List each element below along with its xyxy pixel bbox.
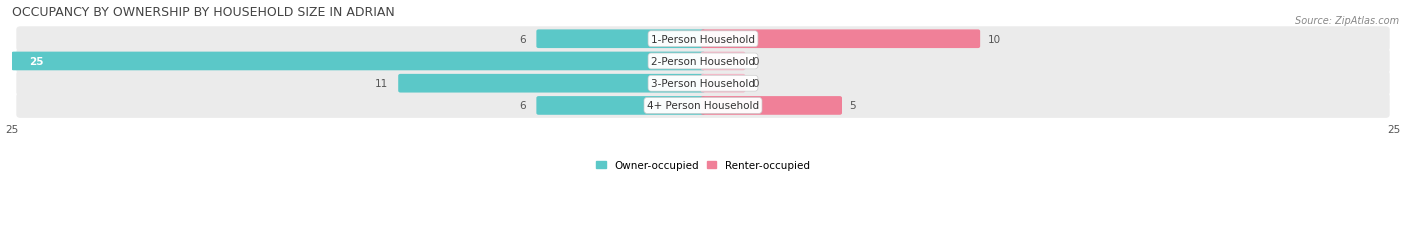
Text: 1-Person Household: 1-Person Household — [651, 35, 755, 45]
FancyBboxPatch shape — [17, 27, 1389, 52]
Text: 25: 25 — [28, 57, 44, 67]
Text: 10: 10 — [987, 35, 1001, 45]
Text: 0: 0 — [752, 79, 759, 89]
FancyBboxPatch shape — [700, 75, 745, 93]
FancyBboxPatch shape — [700, 52, 745, 71]
FancyBboxPatch shape — [17, 49, 1389, 74]
FancyBboxPatch shape — [17, 71, 1389, 96]
FancyBboxPatch shape — [536, 30, 706, 49]
Text: 0: 0 — [752, 57, 759, 67]
Text: 5: 5 — [849, 101, 856, 111]
FancyBboxPatch shape — [11, 52, 706, 71]
Text: 2-Person Household: 2-Person Household — [651, 57, 755, 67]
FancyBboxPatch shape — [700, 97, 842, 115]
Text: 6: 6 — [520, 101, 526, 111]
Text: Source: ZipAtlas.com: Source: ZipAtlas.com — [1295, 16, 1399, 26]
FancyBboxPatch shape — [700, 30, 980, 49]
Text: 11: 11 — [375, 79, 388, 89]
Legend: Owner-occupied, Renter-occupied: Owner-occupied, Renter-occupied — [592, 156, 814, 174]
FancyBboxPatch shape — [536, 97, 706, 115]
Text: OCCUPANCY BY OWNERSHIP BY HOUSEHOLD SIZE IN ADRIAN: OCCUPANCY BY OWNERSHIP BY HOUSEHOLD SIZE… — [13, 6, 395, 18]
Text: 3-Person Household: 3-Person Household — [651, 79, 755, 89]
Text: 4+ Person Household: 4+ Person Household — [647, 101, 759, 111]
FancyBboxPatch shape — [398, 75, 706, 93]
FancyBboxPatch shape — [17, 94, 1389, 118]
Text: 6: 6 — [520, 35, 526, 45]
